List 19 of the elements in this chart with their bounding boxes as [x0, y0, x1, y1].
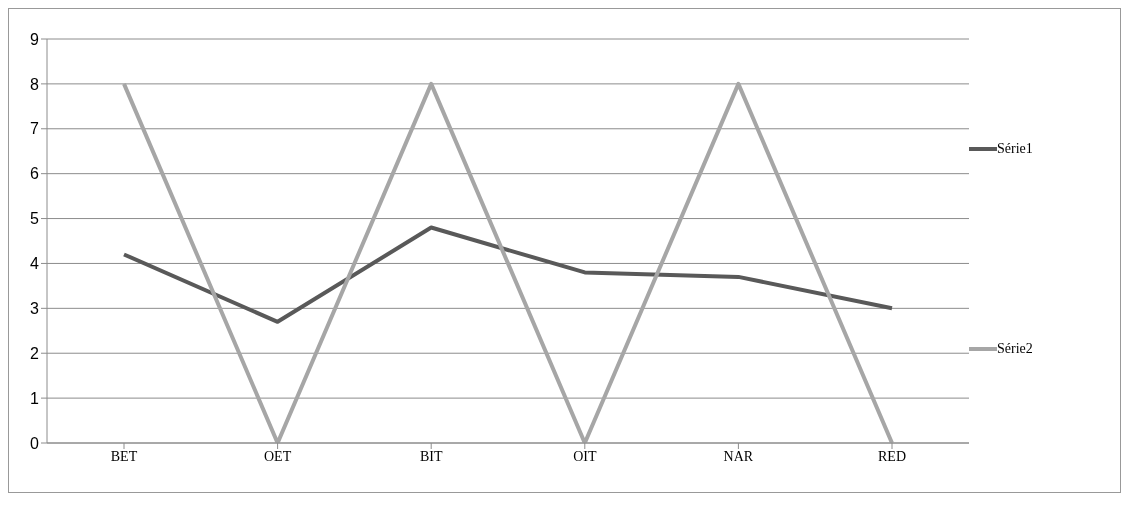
- y-tick-label: 9: [30, 30, 40, 48]
- legend-label: Série1: [997, 141, 1033, 157]
- x-tick-label: OIT: [573, 448, 597, 464]
- line-series: [122, 225, 894, 324]
- legend-label: Série2: [997, 341, 1033, 357]
- y-tick-label: 7: [30, 120, 40, 138]
- x-tick-label: BIT: [419, 448, 443, 464]
- y-tick-label: 8: [30, 75, 40, 93]
- y-tick-label: 2: [30, 344, 40, 362]
- x-tick-label: OET: [263, 448, 292, 464]
- y-tick-label: 4: [30, 255, 40, 273]
- y-tick-label: 3: [30, 300, 40, 318]
- x-tick-label: BET: [110, 448, 138, 464]
- y-tick-label: 5: [30, 210, 40, 228]
- x-tick-label: NAR: [723, 448, 754, 464]
- y-tick-label: 0: [30, 434, 40, 452]
- x-tick-label: RED: [878, 448, 906, 464]
- y-tick-label: 6: [30, 165, 40, 183]
- y-tick-label: 1: [30, 389, 40, 407]
